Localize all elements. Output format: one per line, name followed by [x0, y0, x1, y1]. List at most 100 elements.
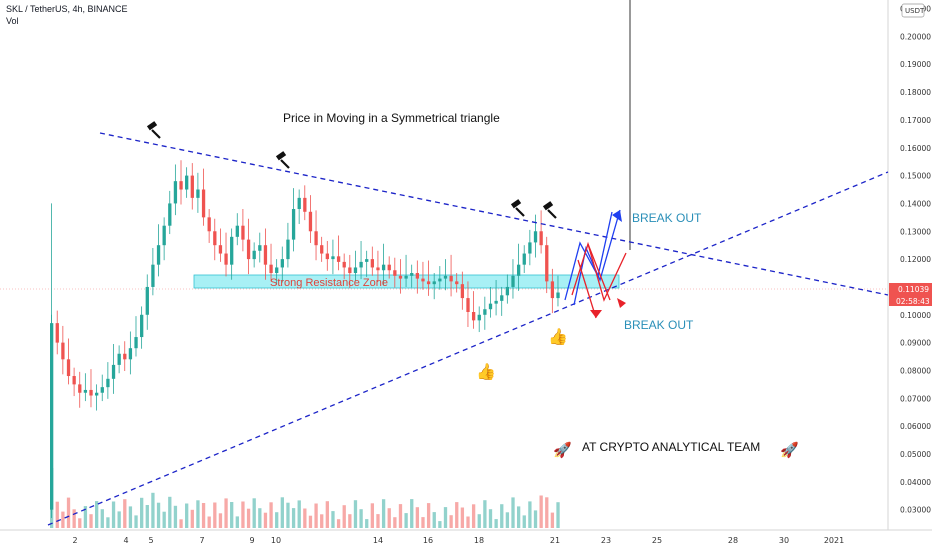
volume-bar: [488, 509, 493, 528]
candle-body: [78, 384, 82, 393]
y-axis: 0.210000.200000.190000.180000.170000.160…: [900, 5, 931, 515]
volume-bar: [275, 512, 279, 528]
y-tick-label: 0.04000: [900, 478, 931, 487]
volume-bar: [348, 514, 352, 528]
candle-body: [353, 267, 358, 274]
volume-bar: [190, 509, 194, 528]
volume-bar: [235, 516, 239, 528]
candle-body: [303, 197, 307, 212]
hammer-icon: [275, 151, 290, 169]
x-tick-label: 21: [550, 536, 560, 545]
x-tick-label: 30: [779, 536, 789, 545]
upper-trendline[interactable]: [99, 132, 889, 296]
volume-bar: [387, 508, 391, 528]
candle-body: [100, 387, 104, 393]
candle-body: [443, 275, 448, 279]
candle-body: [359, 261, 363, 268]
zone-label[interactable]: Strong Resistance Zone: [270, 277, 388, 289]
volume-bar: [460, 507, 465, 528]
volume-bar: [325, 501, 329, 528]
candle-body: [241, 225, 245, 240]
candle-body: [140, 314, 144, 338]
volume-bar: [106, 517, 110, 528]
volume-bar: [398, 504, 403, 528]
candle-body: [387, 264, 391, 271]
candle-body: [556, 292, 560, 299]
candle-body: [123, 353, 127, 360]
x-tick-label: 18: [474, 536, 484, 545]
arrow-down-head: [590, 310, 602, 318]
volume-bar: [556, 502, 560, 528]
candle-body: [449, 275, 453, 282]
y-tick-label: 0.05000: [900, 450, 931, 459]
volume-bar: [173, 505, 178, 528]
volume-bar: [297, 500, 301, 528]
volume-bar: [241, 501, 245, 528]
breakout-down-label[interactable]: BREAK OUT: [624, 318, 694, 332]
volume-bar: [269, 502, 273, 528]
candle-body: [477, 314, 481, 321]
team-label[interactable]: AT CRYPTO ANALYTICAL TEAM: [582, 440, 760, 454]
volume-bar: [201, 503, 206, 528]
countdown-value: 02:58:43: [896, 297, 930, 306]
volume-bar: [477, 514, 481, 528]
candle-body: [168, 203, 172, 226]
candle-body: [95, 392, 99, 396]
volume-bar: [168, 496, 172, 528]
volume-bar: [545, 497, 549, 528]
volume-bar: [83, 506, 88, 528]
x-tick-label: 9: [249, 536, 254, 545]
candle-body: [185, 175, 189, 190]
candle-body: [190, 175, 194, 198]
candle-body: [111, 364, 116, 379]
candle-body: [117, 353, 121, 365]
candle-body: [522, 253, 526, 265]
y-tick-label: 0.09000: [900, 339, 931, 348]
x-tick-label: 2: [72, 536, 77, 545]
candle-body: [89, 389, 93, 396]
x-tick-label: 16: [423, 536, 433, 545]
breakdown-arrow-b: [577, 259, 597, 319]
candle-body: [331, 256, 335, 260]
breakout-up-arrow[interactable]: [564, 211, 613, 301]
candle-body: [421, 278, 425, 282]
currency-badge[interactable]: [901, 3, 925, 18]
candle-body: [516, 264, 521, 276]
volume-bar: [365, 519, 369, 528]
volume-bar: [308, 515, 313, 528]
candle-body: [83, 389, 88, 393]
candle-body: [72, 376, 76, 385]
volume-bar: [320, 514, 324, 528]
volume-bar: [89, 514, 93, 528]
y-tick-label: 0.03000: [900, 506, 931, 515]
thumbs-up-icon: 👍: [548, 327, 568, 346]
currency-badge-label: USDT: [905, 7, 925, 15]
x-tick-label: 28: [728, 536, 738, 545]
y-tick-label: 0.08000: [900, 366, 931, 375]
volume-bar: [224, 498, 228, 528]
volume-bar: [370, 503, 375, 528]
candle-body: [410, 273, 414, 276]
candle-body: [500, 295, 504, 301]
candle-body: [494, 300, 498, 304]
candle-body: [246, 239, 251, 260]
candle-body: [314, 231, 318, 246]
candle-body: [342, 261, 346, 268]
candle-body: [151, 264, 155, 287]
title-annotation[interactable]: Price in Moving in a Symmetrical triangl…: [283, 111, 500, 125]
volume-bar: [151, 492, 155, 528]
volume-bar: [145, 505, 149, 528]
breakout-up-label[interactable]: BREAK OUT: [632, 211, 702, 225]
candle-body: [162, 225, 166, 246]
candle-body: [291, 209, 296, 240]
lower-trendline[interactable]: [47, 171, 889, 526]
candle-body: [128, 348, 133, 360]
candle-body: [533, 231, 538, 243]
x-tick-label: 14: [373, 536, 383, 545]
volume-bar: [263, 512, 268, 528]
breakdown-arrow-a[interactable]: [571, 241, 627, 302]
volume-bar: [162, 511, 166, 528]
volume-bar: [393, 517, 397, 528]
